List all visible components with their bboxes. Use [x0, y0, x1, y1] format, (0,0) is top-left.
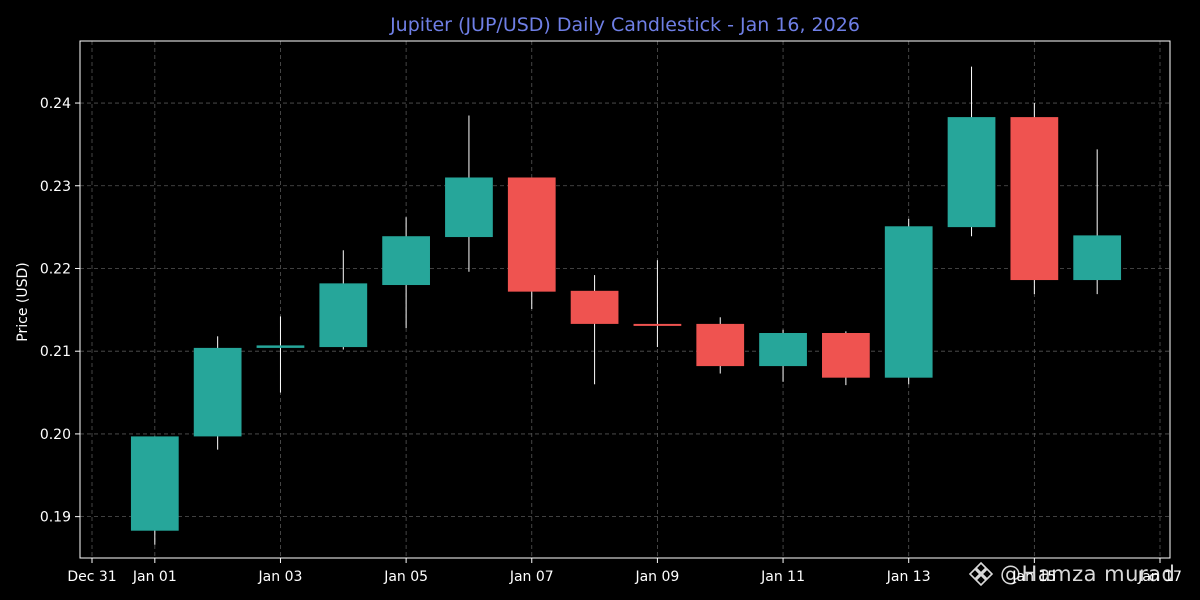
x-tick-label: Jan 11 — [760, 569, 805, 585]
y-tick-label: 0.20 — [40, 427, 71, 443]
candle-body-down — [1010, 117, 1059, 281]
candle-body-up — [382, 236, 430, 286]
candle-body-up — [759, 333, 807, 367]
candle-body-up — [1073, 235, 1122, 281]
x-tick-label: Jan 03 — [258, 569, 303, 585]
candle-body-down — [570, 290, 619, 324]
x-tick-label: Jan 05 — [383, 569, 428, 585]
candle-body-up — [256, 345, 305, 348]
candle-body-up — [947, 117, 996, 228]
watermark: @Hamza murad — [968, 560, 1175, 588]
candle-body-up — [319, 283, 368, 348]
plot-frame — [79, 40, 1171, 559]
candle-body-down — [822, 333, 870, 378]
candle-body-up — [884, 226, 933, 378]
y-tick-label: 0.21 — [40, 344, 71, 360]
candle-body-up — [445, 177, 493, 238]
x-tick-label: Jan 17 — [1137, 569, 1182, 585]
candle-body-down — [633, 323, 682, 326]
x-tick-label: Jan 09 — [634, 569, 679, 585]
x-tick-label: Jan 13 — [886, 569, 931, 585]
y-tick-label: 0.23 — [40, 179, 71, 195]
y-tick-label: 0.24 — [40, 96, 71, 112]
candle-body-up — [130, 436, 179, 531]
chart-title: Jupiter (JUP/USD) Daily Candlestick - Ja… — [389, 14, 860, 36]
candle-layer — [130, 66, 1122, 545]
candle-body-down — [507, 177, 556, 292]
x-tick-label: Jan 07 — [509, 569, 554, 585]
candle-body-down — [696, 323, 745, 367]
axis-layer: 0.19 0.20 0.21 0.22 0.23 0.24 Dec 31 Jan 01 Jan … — [40, 96, 1182, 585]
y-axis-label: Price (USD) — [15, 262, 31, 341]
y-tick-label: 0.22 — [40, 261, 71, 277]
x-tick-label: Jan 15 — [1011, 569, 1056, 585]
x-tick-label: Dec 31 — [67, 569, 116, 585]
y-tick-label: 0.19 — [40, 510, 71, 526]
binance-logo-icon — [968, 561, 994, 587]
candle-body-up — [193, 347, 242, 437]
x-tick-label: Jan 01 — [132, 569, 177, 585]
watermark-text: @Hamza murad — [1000, 562, 1176, 586]
